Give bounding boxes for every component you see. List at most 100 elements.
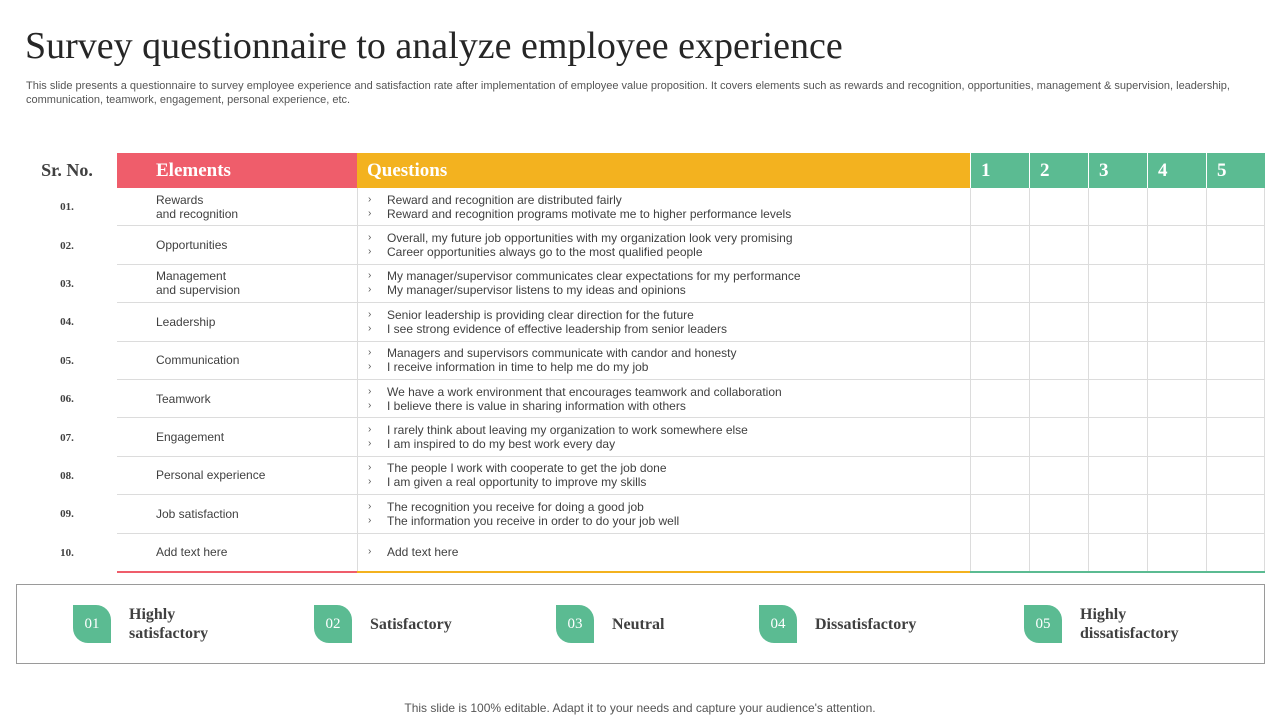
rating-cell-5[interactable] (1206, 341, 1265, 380)
rating-cell-3[interactable] (1088, 188, 1147, 227)
question-text: We have a work environment that encourag… (387, 384, 782, 399)
row-element-label: Opportunities (156, 238, 228, 253)
rating-cell-2[interactable] (1029, 495, 1088, 534)
legend-badge: 03 (556, 605, 594, 643)
header-rating-2: 2 (1029, 153, 1088, 188)
rating-cell-1[interactable] (970, 418, 1029, 457)
rating-cell-3[interactable] (1088, 226, 1147, 265)
rating-cell-1[interactable] (970, 303, 1029, 342)
rating-cell-2[interactable] (1029, 226, 1088, 265)
question-text: Overall, my future job opportunities wit… (387, 231, 793, 246)
rating-cell-4[interactable] (1147, 456, 1206, 496)
rating-cell-2[interactable] (1029, 303, 1088, 342)
rating-cell-4[interactable] (1147, 533, 1206, 572)
rating-cell-2[interactable] (1029, 456, 1088, 496)
row-element-label: Engagement (156, 430, 225, 445)
rating-cell-3[interactable] (1088, 418, 1147, 457)
rating-cell-3[interactable] (1088, 533, 1147, 572)
row-number: 03. (60, 277, 74, 290)
question-item: › My manager/supervisor listens to my ide… (368, 283, 970, 297)
rating-cell-4[interactable] (1147, 188, 1206, 227)
row-element: Engagement (117, 418, 357, 457)
rating-cell-4[interactable] (1147, 226, 1206, 265)
rating-cell-2[interactable] (1029, 264, 1088, 304)
rating-cell-4[interactable] (1147, 303, 1206, 342)
legend-badge: 05 (1024, 605, 1062, 643)
rating-cell-5[interactable] (1206, 303, 1265, 342)
question-text: Managers and supervisors communicate wit… (387, 346, 737, 361)
rating-cell-2[interactable] (1029, 418, 1088, 457)
question-item: › Reward and recognition programs motivat… (368, 207, 970, 221)
legend-label: Neutral (612, 615, 665, 633)
legend-item: 01 Highly satisfactory (73, 604, 208, 644)
rating-cell-4[interactable] (1147, 341, 1206, 380)
row-number: 08. (60, 469, 74, 482)
legend-item: 02 Satisfactory (314, 604, 452, 644)
rating-cell-5[interactable] (1206, 456, 1265, 496)
chevron-right-icon: › (368, 361, 372, 373)
rating-cell-4[interactable] (1147, 380, 1206, 419)
rating-cell-2[interactable] (1029, 533, 1088, 572)
question-text: I rarely think about leaving my organiza… (387, 423, 748, 438)
header-elements: Elements (117, 153, 357, 188)
rating-cell-1[interactable] (970, 495, 1029, 534)
rating-cell-5[interactable] (1206, 495, 1265, 534)
row-element: Opportunities (117, 226, 357, 265)
legend-label: Highly satisfactory (129, 606, 209, 642)
chevron-right-icon: › (368, 232, 372, 244)
question-text: I receive information in time to help me… (387, 360, 649, 375)
rating-cell-3[interactable] (1088, 495, 1147, 534)
rating-cell-4[interactable] (1147, 495, 1206, 534)
rating-cell-3[interactable] (1088, 341, 1147, 380)
rating-cell-1[interactable] (970, 226, 1029, 265)
rating-cell-1[interactable] (970, 188, 1029, 227)
question-text: Career opportunities always go to the mo… (387, 245, 703, 260)
row-element-label: Leadership (156, 314, 216, 329)
rating-cell-5[interactable] (1206, 380, 1265, 419)
rating-cell-1[interactable] (970, 264, 1029, 304)
rating-cell-5[interactable] (1206, 226, 1265, 265)
rating-cell-5[interactable] (1206, 264, 1265, 304)
row-questions: › My manager/supervisor communicates clea… (357, 264, 970, 304)
rating-cell-1[interactable] (970, 456, 1029, 496)
row-element: Communication (117, 342, 357, 380)
rating-cell-1[interactable] (970, 533, 1029, 572)
rating-cell-5[interactable] (1206, 533, 1265, 572)
legend-item: 04 Dissatisfactory (759, 604, 916, 644)
chevron-right-icon: › (368, 424, 372, 436)
rating-cell-5[interactable] (1206, 418, 1265, 457)
question-item: › The recognition you receive for doing a… (368, 500, 970, 514)
chevron-right-icon: › (368, 322, 372, 334)
rating-cell-3[interactable] (1088, 303, 1147, 342)
table-row: 02. Opportunities › Overall, my future jo… (0, 226, 1280, 265)
legend-badge: 01 (73, 605, 111, 643)
rating-cell-2[interactable] (1029, 188, 1088, 227)
question-item: › Reward and recognition are distributed … (368, 193, 970, 207)
question-item: › We have a work environment that encoura… (368, 385, 970, 399)
rating-cell-1[interactable] (970, 380, 1029, 419)
rating-cell-4[interactable] (1147, 264, 1206, 304)
question-item: › I am inspired to do my best work every … (368, 437, 970, 451)
chevron-right-icon: › (368, 399, 372, 411)
rating-cell-3[interactable] (1088, 380, 1147, 419)
row-number: 06. (60, 393, 74, 406)
rating-cell-5[interactable] (1206, 188, 1265, 227)
header-rating-3: 3 (1088, 153, 1147, 188)
rating-cell-2[interactable] (1029, 341, 1088, 380)
rating-cell-2[interactable] (1029, 380, 1088, 419)
rating-cell-4[interactable] (1147, 418, 1206, 457)
question-text: I am inspired to do my best work every d… (387, 437, 616, 452)
question-text: I am given a real opportunity to improve… (387, 475, 647, 490)
rating-cell-3[interactable] (1088, 456, 1147, 496)
rating-cell-3[interactable] (1088, 264, 1147, 304)
rating-cell-1[interactable] (970, 341, 1029, 380)
legend-label: Highly dissatisfactory (1080, 606, 1179, 642)
question-item: › Senior leadership is providing clear di… (368, 308, 970, 322)
legend-item: 05 Highly dissatisfactory (1024, 604, 1179, 644)
header-questions: Questions (357, 153, 970, 188)
row-questions: › The people I work with cooperate to get… (357, 456, 970, 496)
question-item: › The information you receive in order to… (368, 514, 970, 528)
chevron-right-icon: › (368, 284, 372, 296)
row-element-label: Communication (156, 353, 240, 368)
table-row: 07. Engagement › I rarely think about lea… (0, 418, 1280, 457)
